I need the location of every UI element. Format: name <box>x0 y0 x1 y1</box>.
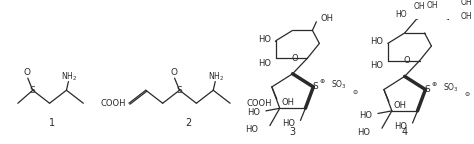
Text: COOH: COOH <box>247 99 273 108</box>
Text: ⊕: ⊕ <box>319 79 325 84</box>
Text: S: S <box>30 86 36 95</box>
Text: HO: HO <box>357 128 370 137</box>
Text: S: S <box>425 85 430 94</box>
Text: OH: OH <box>394 101 407 110</box>
Text: O: O <box>23 68 30 76</box>
Text: 3: 3 <box>290 127 296 137</box>
Text: O: O <box>170 68 177 76</box>
Text: ⊖: ⊖ <box>352 90 357 95</box>
Text: HO: HO <box>394 122 408 131</box>
Text: NH$_2$: NH$_2$ <box>208 70 224 83</box>
Text: HO: HO <box>258 35 271 44</box>
Text: OH: OH <box>460 12 472 21</box>
Text: HO: HO <box>370 37 383 46</box>
Text: 2: 2 <box>185 118 191 128</box>
Text: 4: 4 <box>401 127 408 137</box>
Text: HO: HO <box>247 108 260 117</box>
Text: HO: HO <box>359 111 372 120</box>
Text: COOH: COOH <box>100 99 126 108</box>
Text: O: O <box>291 54 298 63</box>
Text: OH: OH <box>460 0 472 7</box>
Text: SO$_3$: SO$_3$ <box>331 79 347 91</box>
Text: HO: HO <box>370 61 383 70</box>
Text: OH: OH <box>427 1 438 10</box>
Text: HO: HO <box>245 125 258 134</box>
Text: S: S <box>177 86 182 95</box>
Text: HO: HO <box>258 59 271 68</box>
Text: O: O <box>403 56 410 65</box>
Text: 1: 1 <box>48 118 55 128</box>
Text: ⊖: ⊖ <box>465 92 470 97</box>
Text: SO$_3$: SO$_3$ <box>443 82 459 94</box>
Text: S: S <box>312 83 318 91</box>
Text: HO: HO <box>283 119 295 128</box>
Text: HO: HO <box>395 10 407 19</box>
Text: ⊕: ⊕ <box>432 82 437 87</box>
Text: NH$_2$: NH$_2$ <box>61 70 78 83</box>
Text: OH: OH <box>282 98 295 107</box>
Text: OH: OH <box>320 14 333 23</box>
Text: OH: OH <box>414 2 425 11</box>
